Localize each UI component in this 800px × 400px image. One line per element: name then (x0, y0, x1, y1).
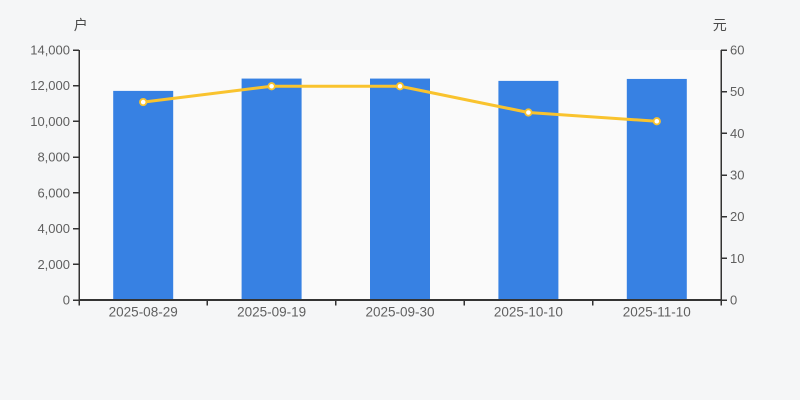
line-point-marker[interactable] (524, 108, 533, 117)
left-axis-tick-label: 4,000 (37, 221, 70, 236)
bar[interactable] (241, 78, 302, 300)
line-point-marker[interactable] (139, 97, 148, 107)
x-axis-category-label: 2025-09-30 (365, 305, 434, 320)
right-axis-tick-label: 0 (730, 293, 737, 308)
bar[interactable] (113, 90, 174, 301)
line-point-marker[interactable] (267, 82, 276, 91)
right-axis-tick-label: 60 (730, 43, 744, 58)
right-axis-tick-label: 30 (730, 168, 744, 183)
left-axis-tick-label: 12,000 (30, 78, 70, 93)
bar[interactable] (498, 80, 559, 301)
right-axis-tick-label: 40 (730, 126, 744, 141)
right-axis-tick-label: 20 (730, 209, 744, 224)
x-axis-category-label: 2025-11-10 (623, 305, 691, 320)
left-axis-tick-label: 0 (63, 293, 70, 308)
bar[interactable] (370, 78, 430, 300)
bar[interactable] (626, 78, 687, 300)
line-point-marker[interactable] (395, 82, 405, 91)
left-axis-tick-label: 2,000 (37, 257, 70, 272)
right-axis-tick-label: 10 (730, 251, 744, 266)
left-axis-tick-label: 6,000 (37, 185, 70, 200)
right-axis-unit-label: 元 (712, 17, 728, 33)
left-axis-tick-label: 10,000 (30, 114, 70, 129)
left-axis-tick-label: 8,000 (37, 150, 70, 165)
x-axis-category-label: 2025-08-29 (109, 305, 178, 320)
left-axis-tick-label: 14,000 (30, 43, 70, 58)
x-axis-category-label: 2025-10-10 (494, 305, 563, 320)
right-axis-tick-label: 50 (730, 84, 744, 99)
x-axis-category-label: 2025-09-19 (237, 305, 306, 320)
left-axis-unit-label: 户 (73, 17, 89, 33)
line-point-marker[interactable] (652, 117, 661, 126)
